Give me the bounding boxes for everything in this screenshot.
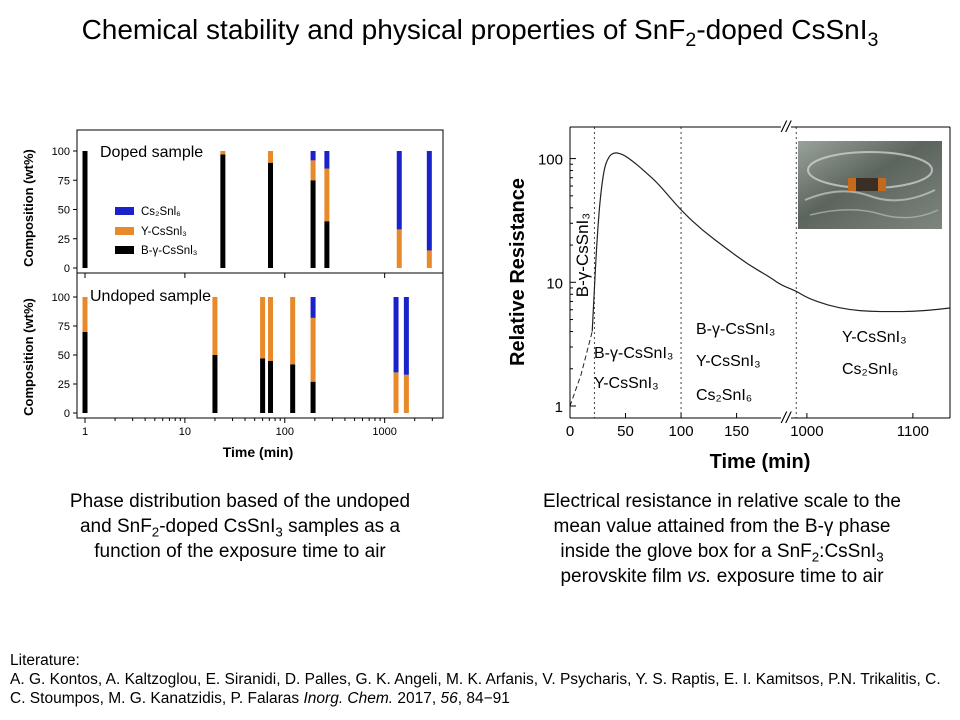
right-y-axis-label: Relative Resistance: [507, 178, 529, 366]
bar-segment: [393, 297, 399, 373]
undoped-panel-label: Undoped sample: [90, 288, 211, 305]
bar-segment: [290, 297, 296, 365]
left-y-axis-label-top: Composition (wt%): [21, 149, 36, 267]
left-caption-line2: and SnF2-doped CsSnI3 samples as a: [79, 516, 401, 540]
resistance-curve-dashed: [569, 331, 593, 407]
bar-segment: [268, 297, 274, 361]
y-tick-label: 50: [58, 350, 70, 362]
bar-segment: [426, 250, 432, 268]
left-x-axis-label: Time (min): [223, 444, 294, 460]
bar-segment: [82, 297, 88, 332]
bar-segment: [82, 151, 88, 268]
bar-segment: [310, 160, 316, 181]
bar-segment: [396, 229, 402, 268]
axis-break-top: //: [781, 119, 792, 136]
right-caption-line2: mean value attained from the B-γ phase: [553, 516, 891, 537]
bar-segment: [268, 151, 274, 163]
left-caption-line3: function of the exposure time to air: [94, 541, 386, 562]
legend-label-bgamma: B-γ-CsSnl₃: [141, 245, 198, 257]
literature-citation: A. G. Kontos, A. Kaltzoglou, E. Siranidi…: [10, 671, 941, 707]
bar-segment: [426, 151, 432, 251]
bar-segment: [324, 221, 330, 268]
bar-segment: [403, 374, 409, 413]
y-tick-label: 50: [58, 205, 70, 217]
bar-segment: [268, 162, 274, 268]
bar-segment: [82, 331, 88, 413]
left-caption: Phase distribution based of the undoped …: [10, 489, 470, 564]
region2-label-2: Y-CsSnI₃: [594, 375, 659, 392]
legend-swatch-cs2snl6: [115, 207, 134, 215]
legend-swatch-bgamma: [115, 246, 134, 254]
region4-label-1: Y-CsSnI₃: [842, 329, 907, 346]
bar-segment: [403, 297, 409, 375]
x-tick-label: 50: [617, 423, 634, 440]
right-caption-line4: perovskite film vs. exposure time to air: [560, 566, 884, 587]
bar-segment: [220, 154, 226, 268]
region3-label-3: Cs₂SnI₆: [696, 387, 752, 404]
left-caption-line1: Phase distribution based of the undoped: [69, 491, 411, 512]
bar-segment: [310, 317, 316, 382]
bar-segment: [220, 151, 226, 155]
axis-break-bottom: //: [781, 410, 792, 427]
region3-label-2: Y-CsSnI₃: [696, 353, 761, 370]
y-tick-label: 100: [52, 292, 70, 304]
y-tick-label: 1: [555, 399, 563, 416]
legend-label-cs2snl6: Cs₂Snl₆: [141, 206, 181, 218]
x-tick-label: 100: [276, 426, 294, 438]
left-y-axis-label-bottom: Composition (wt%): [21, 298, 36, 416]
y-tick-label: 0: [64, 263, 70, 275]
x-tick-label: 10: [179, 426, 191, 438]
legend-label-gamma: Y-CsSnl₃: [141, 226, 187, 238]
right-caption: Electrical resistance in relative scale …: [482, 489, 960, 589]
x-tick-label: 0: [566, 423, 574, 440]
y-tick-label: 100: [52, 146, 70, 158]
bar-segment: [310, 381, 316, 413]
bar-segment: [212, 297, 218, 355]
right-caption-line1: Electrical resistance in relative scale …: [543, 491, 901, 512]
region4-label-2: Cs₂SnI₆: [842, 361, 898, 378]
x-tick-label: 1: [82, 426, 88, 438]
y-tick-label: 75: [58, 321, 70, 333]
region3-label-1: B-γ-CsSnI₃: [696, 321, 775, 338]
bar-segment: [310, 180, 316, 268]
literature-heading: Literature:: [10, 652, 80, 669]
y-tick-label: 10: [546, 275, 563, 292]
slide-title: Chemical stability and physical properti…: [81, 14, 879, 51]
region1-label: B-γ-CsSnI₃: [573, 213, 592, 297]
y-tick-label: 100: [538, 152, 563, 169]
bar-segment: [290, 364, 296, 413]
region2-label-1: B-γ-CsSnI₃: [594, 345, 673, 362]
bar-segment: [268, 360, 274, 413]
doped-panel-label: Doped sample: [100, 144, 203, 161]
x-tick-label: 150: [724, 423, 749, 440]
bar-segment: [393, 372, 399, 413]
x-tick-label: 1100: [897, 423, 929, 440]
bar-segment: [324, 151, 330, 169]
bar-segment: [260, 358, 266, 413]
bar-segment: [396, 151, 402, 230]
resistance-curve: [591, 152, 951, 332]
film-photo-inset: [798, 141, 942, 229]
undoped-panel-frame: [76, 272, 444, 419]
legend-swatch-gamma: [115, 227, 134, 235]
x-tick-label: 1000: [790, 423, 823, 440]
bar-segment: [260, 297, 266, 359]
y-tick-label: 0: [64, 408, 70, 420]
right-caption-line3: inside the glove box for a SnF2:CsSnI3: [560, 541, 884, 565]
bar-segment: [310, 297, 316, 318]
y-tick-label: 25: [58, 234, 70, 246]
x-tick-label: 100: [669, 423, 694, 440]
y-tick-label: 25: [58, 379, 70, 391]
y-tick-label: 75: [58, 175, 70, 187]
right-x-axis-label: Time (min): [710, 451, 811, 473]
bar-segment: [324, 168, 330, 222]
bar-segment: [212, 355, 218, 413]
literature-reference: Literature: A. G. Kontos, A. Kaltzoglou,…: [10, 651, 955, 708]
x-tick-label: 1000: [372, 426, 396, 438]
bar-segment: [310, 151, 316, 161]
